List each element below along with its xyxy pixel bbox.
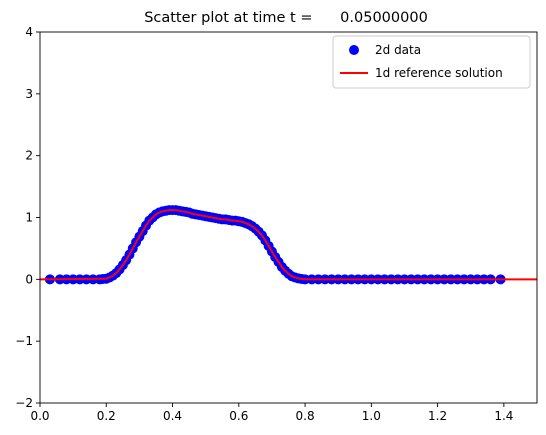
x-tick-label: 0.0 (30, 409, 49, 423)
plot-area (40, 205, 537, 285)
y-tick-label: −1 (15, 334, 33, 348)
x-tick-label: 0.4 (163, 409, 182, 423)
legend-label: 2d data (375, 43, 421, 57)
x-tick-label: 0.2 (97, 409, 116, 423)
y-tick-label: 0 (25, 272, 33, 286)
x-tick-label: 1.4 (494, 409, 513, 423)
axes: 0.0 0.2 0.4 0.6 0.8 1.0 1.2 1.4 −2 −1 0 1 2 3 4 (15, 25, 538, 423)
y-tick-label: 4 (25, 25, 33, 39)
x-tick-label: 1.2 (428, 409, 447, 423)
legend: 2d data 1d reference solution (332, 35, 531, 89)
x-tick-label: 0.8 (296, 409, 315, 423)
x-tick-label: 0.6 (229, 409, 248, 423)
series-1d-reference-line (40, 209, 537, 281)
legend-marker-scatter (349, 45, 359, 55)
x-tick-label: 1.0 (362, 409, 381, 423)
y-tick-label: 2 (25, 149, 33, 163)
legend-label: 1d reference solution (375, 66, 503, 80)
y-tick-label: 3 (25, 87, 33, 101)
y-tick-label: 1 (25, 211, 33, 225)
chart-title: Scatter plot at time t = 0.05000000 (144, 10, 428, 26)
y-tick-label: −2 (15, 396, 33, 410)
legend-box (332, 35, 531, 89)
